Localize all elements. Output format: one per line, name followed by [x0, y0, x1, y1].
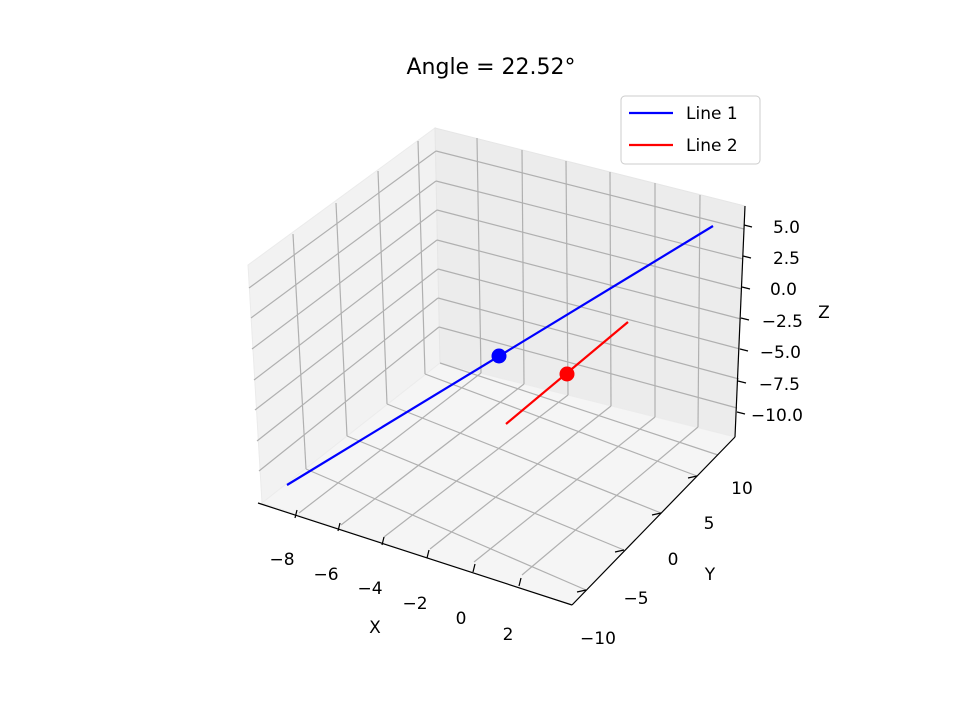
grid-back-h [435, 150, 745, 230]
grid-left-h [250, 180, 437, 319]
z-tick-label: 2.5 [773, 249, 800, 269]
grid-back-h [437, 268, 741, 350]
z-axis-label: Z [818, 303, 830, 323]
grid-back-v [521, 149, 525, 385]
z-tick-label: −10.0 [751, 406, 803, 426]
legend-label-line-2: Line 2 [686, 136, 738, 156]
z-tick-label: −2.5 [762, 312, 803, 332]
z-tick-label: −7.5 [759, 375, 800, 395]
x-tick-label: −8 [269, 550, 294, 570]
grid-back-h [437, 297, 740, 380]
x-axis-line [257, 502, 573, 606]
z-tick-mark [742, 255, 752, 259]
y-tick-label: 10 [731, 479, 753, 499]
grid-left-h [248, 150, 437, 289]
grid-back-h [436, 239, 742, 320]
grid-back-h [435, 180, 744, 260]
line-1-marker [491, 348, 507, 364]
grid-left-v [335, 202, 348, 437]
x-tick-label: −4 [357, 579, 382, 599]
y-tick-label: −5 [623, 589, 648, 609]
grid-floor [305, 468, 587, 591]
tick-marks [294, 224, 753, 593]
grid-floor [473, 416, 656, 563]
x-tick-mark [337, 522, 341, 532]
grid-floor [383, 394, 569, 538]
x-tick-label: 2 [503, 625, 514, 645]
grid-floor [386, 403, 662, 514]
x-tick-mark [426, 549, 430, 559]
z-tick-mark [737, 380, 747, 384]
grid-left-h [251, 209, 438, 350]
grid-floor [340, 383, 525, 526]
x-tick-label: −2 [402, 594, 427, 614]
y-axis-line [571, 436, 736, 606]
grid-back-v [565, 160, 569, 396]
z-tick-label: 5.0 [773, 218, 800, 238]
grid-floor [346, 435, 625, 551]
grid-floor [424, 373, 698, 477]
z-axis-line [734, 205, 746, 438]
axis-lines [257, 205, 746, 606]
y-axis-label: Y [704, 565, 716, 585]
axes-panes [247, 127, 746, 606]
legend: Line 1 Line 2 [620, 95, 761, 165]
grid-left-h [258, 326, 440, 472]
y-tick-label: 0 [668, 550, 679, 570]
grid-floor [429, 405, 612, 550]
grid-left-v [417, 140, 426, 375]
grid-lines [248, 137, 745, 591]
y-tick-mark [651, 512, 662, 516]
x-tick-mark [472, 563, 476, 573]
y-tick-label: −10 [580, 629, 616, 649]
grid-left-h [254, 268, 439, 411]
grid-left-v [377, 170, 388, 405]
z-tick-label: −5.0 [760, 343, 801, 363]
line-2-marker [559, 366, 575, 382]
y-tick-label: 5 [704, 514, 715, 534]
grid-back-h [436, 209, 743, 290]
series-layer [286, 225, 714, 486]
z-tick-label: 0.0 [770, 280, 797, 300]
grid-floor [439, 362, 719, 456]
z-tick-mark [736, 411, 746, 415]
z-tick-mark [743, 224, 753, 228]
x-tick-label: 0 [456, 609, 467, 629]
grid-floor [298, 372, 482, 514]
x-tick-labels: −8 −6 −4 −2 0 2 [269, 550, 513, 645]
z-tick-mark [741, 286, 751, 290]
grid-left-h [253, 239, 438, 381]
y-tick-mark [576, 589, 587, 593]
z-tick-labels: 5.0 2.5 0.0 −2.5 −5.0 −7.5 −10.0 [751, 218, 803, 426]
x-tick-mark [518, 577, 522, 587]
z-tick-mark [740, 317, 750, 321]
grid-floor [521, 426, 699, 576]
z-tick-mark [739, 348, 749, 352]
x-axis-label: X [369, 618, 381, 638]
grid-left-h [256, 297, 439, 442]
y-tick-mark [614, 549, 625, 553]
y-tick-labels: −10 −5 0 5 10 [580, 479, 753, 649]
x-tick-mark [294, 509, 298, 519]
chart-title: Angle = 22.52° [406, 55, 575, 80]
grid-back-h [438, 326, 738, 409]
x-tick-label: −6 [313, 565, 338, 585]
y-tick-mark [687, 475, 698, 479]
grid-back-v [476, 137, 482, 374]
grid-left-v [292, 233, 307, 470]
legend-label-line-1: Line 1 [686, 104, 738, 124]
x-tick-mark [381, 536, 385, 546]
